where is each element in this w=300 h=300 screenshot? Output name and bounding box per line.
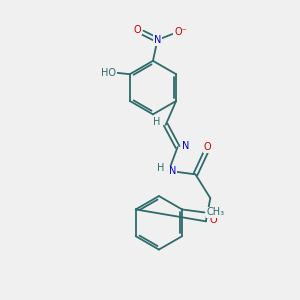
Text: O⁻: O⁻	[174, 27, 187, 37]
Text: N: N	[169, 167, 176, 176]
Text: H: H	[157, 163, 164, 173]
Text: CH₃: CH₃	[207, 207, 225, 218]
Text: N: N	[154, 35, 161, 45]
Text: N: N	[182, 140, 190, 151]
Text: O: O	[203, 142, 211, 152]
Text: H: H	[153, 117, 160, 128]
Text: O: O	[134, 25, 141, 34]
Text: O: O	[209, 215, 217, 225]
Text: HO: HO	[101, 68, 116, 78]
